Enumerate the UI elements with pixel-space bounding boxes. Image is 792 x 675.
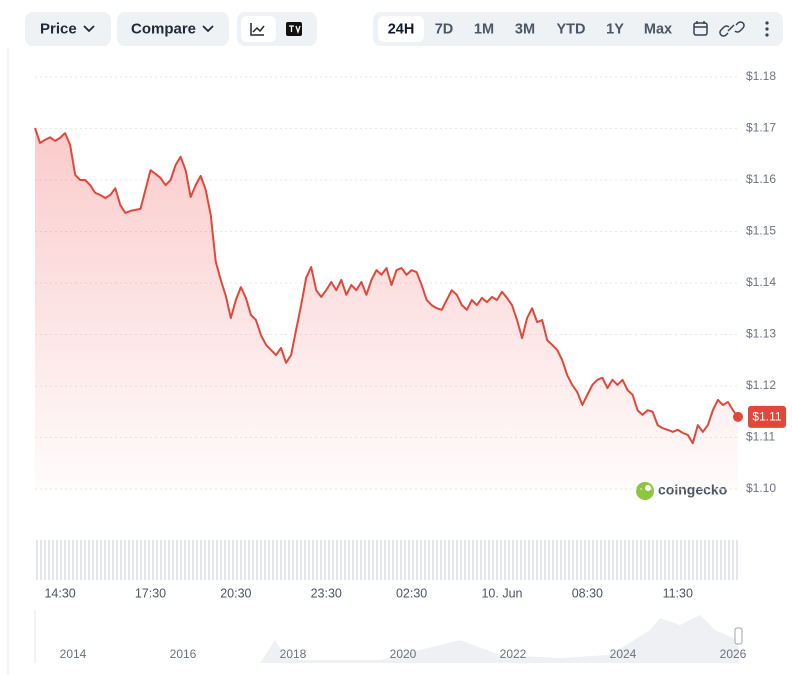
- range-button[interactable]: 3M: [515, 21, 535, 37]
- button-label: Price: [40, 20, 77, 37]
- navigator-label: 2022: [500, 647, 527, 661]
- tradingview-glyph: [289, 25, 301, 35]
- navigator-label: 2024: [610, 647, 637, 661]
- y-tick-label: $1.15: [746, 224, 776, 238]
- navigator-label: 2026: [720, 647, 747, 661]
- icon-part: [694, 21, 707, 28]
- navigator-label: 2018: [280, 647, 307, 661]
- navigator: [34, 610, 743, 663]
- more-icon[interactable]: [765, 21, 769, 37]
- y-tick-label: $1.16: [746, 172, 776, 186]
- x-tick-label: 08:30: [572, 586, 603, 600]
- range-button[interactable]: 1M: [474, 21, 494, 37]
- y-tick-label: $1.17: [746, 121, 776, 135]
- navigator-label: 2014: [60, 647, 87, 661]
- icon-part: [693, 22, 708, 36]
- last-price-label: $1.11: [752, 410, 781, 424]
- x-tick-label: 11:30: [663, 586, 693, 600]
- dot: [765, 21, 769, 25]
- x-tick-label: 23:30: [311, 586, 342, 600]
- group-bg: [373, 12, 783, 46]
- y-tick-label: $1.13: [746, 327, 776, 341]
- chevron: [202, 25, 214, 33]
- icon-part: [719, 21, 745, 37]
- range-button[interactable]: YTD: [557, 21, 586, 37]
- dot: [765, 27, 769, 31]
- x-tick-label: 10. Jun: [481, 586, 522, 600]
- selected-bg: [378, 16, 424, 42]
- x-tick-label: 02:30: [396, 586, 427, 600]
- y-tick-label: $1.12: [746, 378, 776, 392]
- line-chart-icon[interactable]: [250, 23, 265, 36]
- link-icon[interactable]: [719, 21, 745, 37]
- range-button[interactable]: 7D: [435, 21, 454, 37]
- chart-style-group: [237, 12, 317, 46]
- price-area: [35, 127, 738, 490]
- chevron: [83, 25, 95, 33]
- last-price-tag: [748, 405, 786, 428]
- volume-strip: [35, 540, 738, 580]
- nav-handle[interactable]: [734, 627, 743, 645]
- last-price-dot: [733, 411, 743, 422]
- y-tick-label: $1.11: [746, 430, 775, 444]
- price-line: [34, 127, 739, 445]
- calendar-icon[interactable]: [693, 21, 708, 36]
- nav-area: [35, 615, 738, 663]
- navigator-label: 2020: [390, 647, 417, 661]
- price-menu[interactable]: Price: [25, 12, 111, 46]
- range-button[interactable]: 1Y: [606, 21, 624, 37]
- navigator-label: 2016: [170, 647, 197, 661]
- x-tick-label: 20:30: [220, 586, 251, 600]
- button-bg: [25, 12, 111, 46]
- y-tick-label: $1.18: [746, 69, 776, 83]
- range-group: 24H 7D 1M 3M YTD 1Y Max: [373, 12, 783, 46]
- y-tick-label: $1.10: [746, 481, 776, 495]
- button-bg: [117, 12, 229, 46]
- y-tick-label: $1.14: [746, 275, 776, 289]
- range-button[interactable]: 24H: [388, 21, 415, 37]
- compare-menu[interactable]: Compare: [117, 12, 229, 46]
- range-button[interactable]: Max: [644, 21, 672, 37]
- x-tick-label: 14:30: [44, 586, 75, 600]
- button-label: Compare: [131, 20, 196, 37]
- dot: [765, 33, 769, 37]
- x-tick-label: 17:30: [135, 586, 166, 600]
